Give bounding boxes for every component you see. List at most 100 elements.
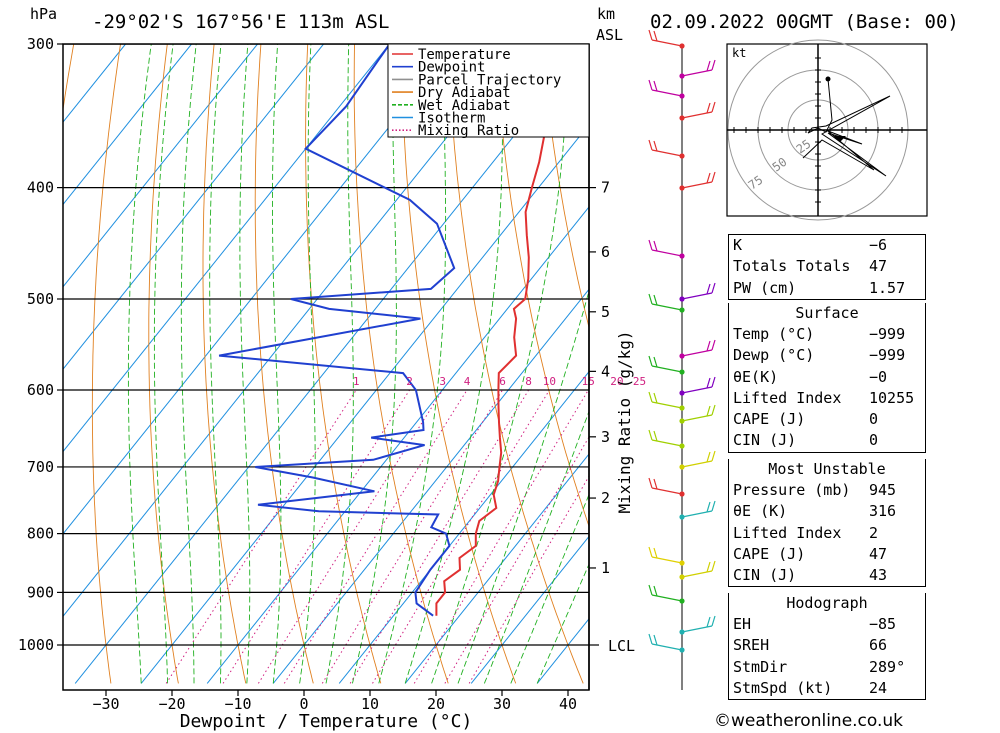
mixing-ratio-line [349,389,530,684]
dry-adiabat-line [494,44,589,528]
wind-barb-flag [706,501,711,513]
surface-value: 0 [869,410,879,429]
indices-label: K [733,236,743,254]
wind-barb-flag [653,585,658,597]
mixing-ratio-label: 10 [543,375,556,388]
most-unstable-value: 316 [869,502,897,521]
hodograph-table-label: SREH [733,636,770,655]
x-axis-label: Dewpoint / Temperature (°C) [180,711,473,732]
surface-row: CIN (J) 0 [729,430,925,451]
wind-barb-flag [653,30,658,42]
isotherm-line [470,535,589,684]
wind-barb-flag [653,634,658,646]
mixing-ratio-line [468,475,589,684]
indices-value: −6 [869,236,888,254]
hodograph-table-label: StmDir [733,657,788,676]
hodograph-table-value: 289° [869,657,906,676]
wind-barb-flag [653,80,658,92]
wind-barb-flag [706,172,711,184]
hodograph-table-row: SREH 66 [729,635,925,656]
wind-barb-flag [648,239,653,251]
wet-adiabat-line [153,44,174,684]
surface-row: Temp (°C) −999 [729,324,925,345]
wind-barb-flag [706,340,711,352]
most-unstable-row: θE (K) 316 [729,501,925,522]
most-unstable-label: CIN (J) [733,566,797,585]
wind-barb-flag [706,377,711,389]
mixing-ratio-label: 8 [525,375,532,388]
mixing-ratio-label: 1 [353,375,360,388]
hodograph-ring-label: 50 [770,155,790,175]
hodograph-trace [802,78,891,177]
most-unstable-row: Lifted Index 2 [729,523,925,544]
dry-adiabat-line [957,27,1000,683]
wet-adiabat-line [209,44,222,684]
surface-row: Lifted Index 10255 [729,388,925,409]
mixing-ratio-axis-label: Mixing Ratio (g/kg) [615,330,634,513]
wet-adiabat-line [483,410,589,684]
wind-barb-flag [711,500,716,512]
hodograph-table-value: 66 [869,636,888,655]
wind-barb-flag [711,171,716,183]
legend-label: Dewpoint [418,60,485,76]
wind-barb-flag [711,282,716,294]
km-tick-label: 5 [601,303,610,321]
temperature-tick-label: 0 [299,695,308,713]
pressure-tick-label: 600 [27,381,54,399]
hodograph-table-row: StmDir 289° [729,657,925,678]
surface-value: −999 [869,325,906,343]
indices-label: PW (cm) [733,278,797,297]
surface-value: −0 [869,367,888,386]
wind-barb-flag [711,101,716,113]
surface-label: Lifted Index [733,388,842,407]
wind-barb-flag [711,404,716,416]
mixing-ratio-label: 3 [439,375,446,388]
isotherm-line [63,44,192,206]
indices-row: Totals Totals 47 [729,256,925,277]
km-tick-label: 7 [601,179,610,197]
hodograph-table-label: StmSpd (kt) [733,678,833,697]
wind-barb-flag [653,392,658,404]
wind-barb-flag [653,294,658,306]
isotherm-line [63,44,390,453]
hodograph-table-row: StmSpd (kt) 24 [729,678,925,699]
asl-label: ASL [596,26,623,44]
surface-label: Dewp (°C) [733,346,815,365]
surface-title: Surface [795,304,859,322]
mixing-ratio-line [444,436,589,684]
isotherm-line [63,44,522,618]
legend-label: Temperature [418,47,511,63]
mixing-ratio-labels: 12346810152025 [353,375,646,388]
wind-barb-flag [648,391,653,403]
indices-row: PW (cm) 1.57 [729,278,925,299]
pressure-unit-label: hPa [30,5,57,23]
hodograph-table-row: EH −85 [729,614,925,635]
dry-adiabat-line [447,44,584,684]
wind-barb-flag [648,29,653,41]
most-unstable-row: Pressure (mb) 945 [729,480,925,501]
wet-adiabat-line [239,44,251,684]
indices-table: K −6 Totals Totals 47 PW (cm) 1.57 [728,234,926,300]
surface-label: θE(K) [733,367,779,386]
most-unstable-value: 47 [869,544,888,563]
wind-profile [648,29,716,690]
temperature-tick-label: 30 [493,695,511,713]
wind-barb-flag [648,79,653,91]
pressure-tick-label: 500 [27,290,54,308]
wind-barb-flag [653,547,658,559]
indices-value: 1.57 [869,278,906,297]
temperature-tick-label: 20 [427,695,445,713]
surface-value: 10255 [869,388,915,407]
legend-label: Dry Adiabat [418,85,511,101]
dry-adiabat-line [400,44,517,684]
wet-adiabat-line [378,44,447,684]
wet-adiabat-line [180,44,197,684]
surface-label: Temp (°C) [733,325,815,343]
most-unstable-title: Most Unstable [768,460,886,478]
temperature-tick-label: 40 [559,695,577,713]
most-unstable-value: 2 [869,523,879,542]
isotherm-line [404,453,589,684]
km-tick-label: 6 [601,243,610,261]
wind-barb-flag [648,546,653,558]
